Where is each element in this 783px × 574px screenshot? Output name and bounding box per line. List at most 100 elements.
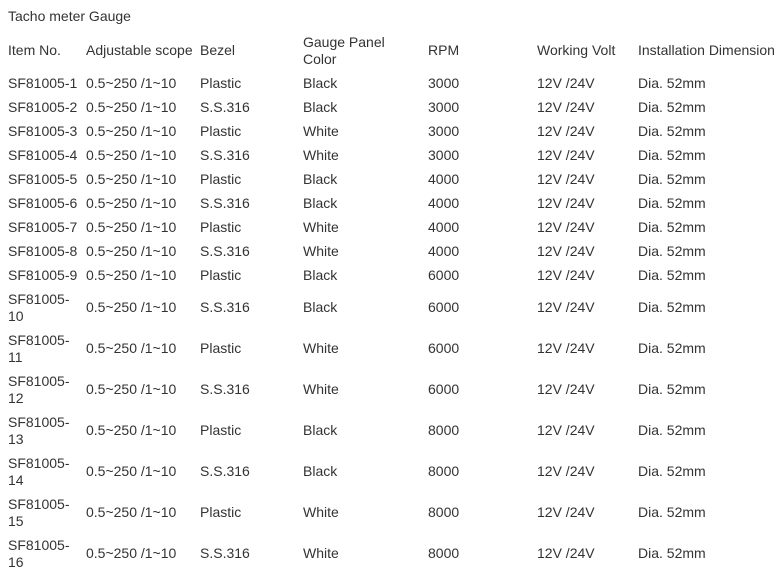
bezel-cell: S.S.316 [200, 194, 250, 211]
bezel-cell: Plastic [200, 504, 242, 520]
table-row: SF81005-16 0.5~250 /1~10 S.S.316 White 8… [8, 533, 783, 574]
panel-color-cell: Black [303, 194, 338, 211]
dimension-cell: Dia. 52mm [638, 74, 706, 91]
column-header-working-volt: Working Volt [537, 42, 616, 58]
table-row: SF81005-1 0.5~250 /1~10 Plastic Black 30… [8, 71, 783, 95]
rpm-cell: 3000 [428, 74, 460, 91]
panel-color-cell: Black [303, 299, 338, 315]
dimension-cell: Dia. 52mm [638, 266, 706, 283]
table-row: SF81005-3 0.5~250 /1~10 Plastic White 30… [8, 119, 783, 143]
panel-color-cell: Black [303, 98, 338, 115]
panel-color-cell: Black [303, 266, 338, 283]
rpm-cell: 4000 [428, 242, 460, 259]
bezel-cell: Plastic [200, 218, 242, 235]
item-no-cell: SF81005-3 [8, 122, 78, 139]
dimension-cell: Dia. 52mm [638, 122, 706, 139]
volt-cell: 12V /24V [537, 381, 595, 397]
item-no-cell: SF81005-16 [8, 536, 70, 570]
scope-cell: 0.5~250 /1~10 [86, 242, 177, 259]
table-row: SF81005-14 0.5~250 /1~10 S.S.316 Black 8… [8, 451, 783, 492]
table-header: Item No. Adjustable scope Bezel Gauge Pa… [8, 30, 783, 71]
scope-cell: 0.5~250 /1~10 [86, 194, 177, 211]
bezel-cell: S.S.316 [200, 545, 250, 561]
bezel-cell: S.S.316 [200, 242, 250, 259]
item-no-cell: SF81005-15 [8, 495, 70, 529]
panel-color-cell: Black [303, 74, 338, 91]
table-row: SF81005-6 0.5~250 /1~10 S.S.316 Black 40… [8, 191, 783, 215]
volt-cell: 12V /24V [537, 504, 595, 520]
scope-cell: 0.5~250 /1~10 [86, 98, 177, 115]
rpm-cell: 6000 [428, 299, 460, 315]
scope-cell: 0.5~250 /1~10 [86, 299, 177, 315]
scope-cell: 0.5~250 /1~10 [86, 422, 177, 438]
rpm-cell: 4000 [428, 218, 460, 235]
bezel-cell: S.S.316 [200, 381, 250, 397]
volt-cell: 12V /24V [537, 242, 595, 259]
bezel-cell: Plastic [200, 122, 242, 139]
panel-color-cell: White [303, 122, 339, 139]
table-row: SF81005-4 0.5~250 /1~10 S.S.316 White 30… [8, 143, 783, 167]
scope-cell: 0.5~250 /1~10 [86, 463, 177, 479]
scope-cell: 0.5~250 /1~10 [86, 545, 177, 561]
bezel-cell: Plastic [200, 422, 242, 438]
volt-cell: 12V /24V [537, 170, 595, 187]
column-header-rpm: RPM [428, 42, 460, 58]
dimension-cell: Dia. 52mm [638, 504, 706, 520]
bezel-cell: Plastic [200, 266, 242, 283]
panel-color-cell: White [303, 218, 339, 235]
dimension-cell: Dia. 52mm [638, 545, 706, 561]
rpm-cell: 3000 [428, 146, 460, 163]
volt-cell: 12V /24V [537, 122, 595, 139]
scope-cell: 0.5~250 /1~10 [86, 170, 177, 187]
scope-cell: 0.5~250 /1~10 [86, 266, 177, 283]
table-row: SF81005-9 0.5~250 /1~10 Plastic Black 60… [8, 263, 783, 287]
column-header-installation-dimension: Installation Dimension [638, 42, 775, 58]
panel-color-cell: White [303, 146, 339, 163]
table-row: SF81005-10 0.5~250 /1~10 S.S.316 Black 6… [8, 287, 783, 328]
table-row: SF81005-7 0.5~250 /1~10 Plastic White 40… [8, 215, 783, 239]
item-no-cell: SF81005-4 [8, 146, 78, 163]
volt-cell: 12V /24V [537, 74, 595, 91]
table-row: SF81005-5 0.5~250 /1~10 Plastic Black 40… [8, 167, 783, 191]
item-no-cell: SF81005-6 [8, 194, 78, 211]
item-no-cell: SF81005-5 [8, 170, 78, 187]
volt-cell: 12V /24V [537, 299, 595, 315]
volt-cell: 12V /24V [537, 98, 595, 115]
dimension-cell: Dia. 52mm [638, 340, 706, 356]
column-header-bezel: Bezel [200, 42, 236, 58]
table-row: SF81005-11 0.5~250 /1~10 Plastic White 6… [8, 328, 783, 369]
scope-cell: 0.5~250 /1~10 [86, 122, 177, 139]
dimension-cell: Dia. 52mm [638, 422, 706, 438]
rpm-cell: 6000 [428, 340, 460, 356]
item-no-cell: SF81005-11 [8, 331, 70, 365]
item-no-cell: SF81005-8 [8, 242, 78, 259]
scope-cell: 0.5~250 /1~10 [86, 340, 177, 356]
column-header-gauge-panel-color: Gauge Panel Color [303, 33, 385, 67]
bezel-cell: Plastic [200, 340, 242, 356]
rpm-cell: 8000 [428, 545, 460, 561]
rpm-cell: 6000 [428, 266, 460, 283]
rpm-cell: 8000 [428, 422, 460, 438]
spec-table: Item No. Adjustable scope Bezel Gauge Pa… [8, 30, 783, 574]
item-no-cell: SF81005-1 [8, 74, 78, 91]
column-header-item-no: Item No. [8, 42, 61, 58]
volt-cell: 12V /24V [537, 266, 595, 283]
volt-cell: 12V /24V [537, 463, 595, 479]
scope-cell: 0.5~250 /1~10 [86, 146, 177, 163]
rpm-cell: 8000 [428, 504, 460, 520]
bezel-cell: Plastic [200, 74, 242, 91]
rpm-cell: 6000 [428, 381, 460, 397]
dimension-cell: Dia. 52mm [638, 299, 706, 315]
page-title: Tacho meter Gauge [8, 8, 131, 24]
dimension-cell: Dia. 52mm [638, 381, 706, 397]
item-no-cell: SF81005-2 [8, 98, 78, 115]
dimension-cell: Dia. 52mm [638, 242, 706, 259]
dimension-cell: Dia. 52mm [638, 194, 706, 211]
item-no-cell: SF81005-7 [8, 218, 78, 235]
panel-color-cell: White [303, 504, 339, 520]
panel-color-cell: White [303, 545, 339, 561]
rpm-cell: 3000 [428, 98, 460, 115]
rpm-cell: 4000 [428, 194, 460, 211]
dimension-cell: Dia. 52mm [638, 218, 706, 235]
